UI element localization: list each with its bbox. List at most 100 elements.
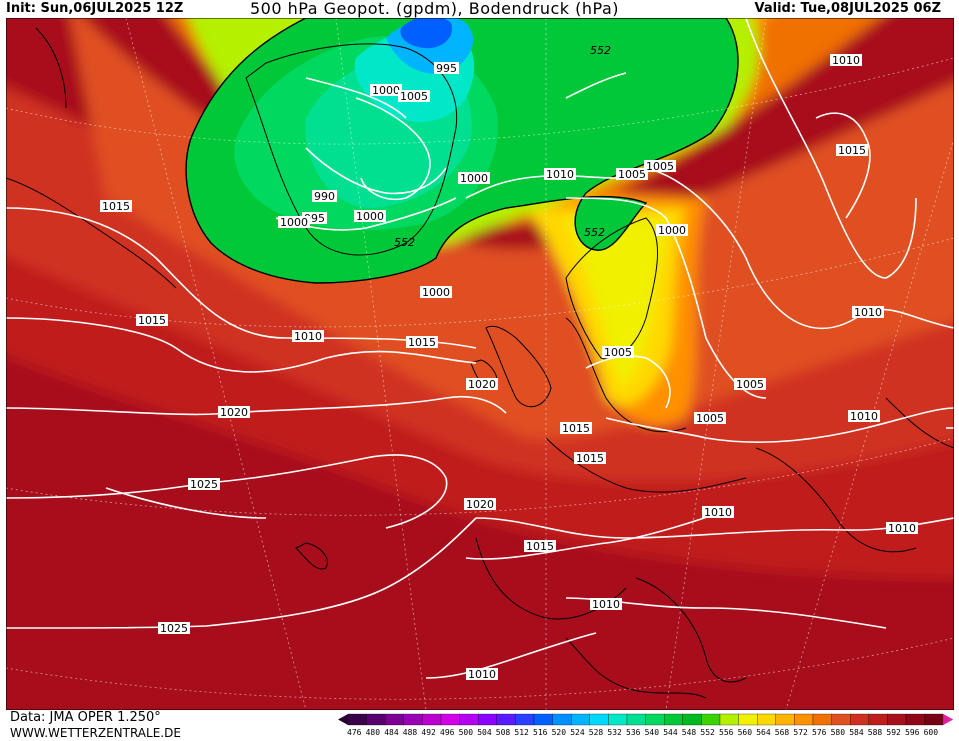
colorbar-swatch [478, 713, 497, 726]
colorbar-tick-label: 536 [626, 728, 641, 737]
colorbar-swatch [422, 713, 442, 726]
colorbar-tick-label: 492 [421, 728, 436, 737]
isobar-label: 1005 [646, 160, 674, 173]
isobar-label: 1015 [408, 336, 436, 349]
colorbar-swatch [738, 713, 758, 726]
colorbar-max-arrow [943, 714, 954, 725]
colorbar-tick-label: 560 [738, 728, 753, 737]
footer: Data: JMA OPER 1.250° WWW.WETTERZENTRALE… [0, 710, 959, 741]
isobar-label: 990 [314, 190, 335, 203]
isobar-label: 1020 [468, 378, 496, 391]
isobar-label: 1005 [604, 346, 632, 359]
colorbar-tick-label: 484 [384, 728, 399, 737]
isobar-label: 1000 [422, 286, 450, 299]
isobar-label: 1010 [546, 168, 574, 181]
isobar-label: 1020 [466, 498, 494, 511]
isobar-label: 1005 [736, 378, 764, 391]
colorbar-swatch [347, 713, 367, 726]
colorbar-tick-label: 592 [886, 728, 901, 737]
isobar-label: 1015 [576, 452, 604, 465]
colorbar-tick-label: 564 [756, 728, 771, 737]
website-credit: WWW.WETTERZENTRALE.DE [10, 726, 181, 740]
colorbar-tick-label: 556 [719, 728, 734, 737]
pressure-labels: 995 1000 1005 1000 990 995 1000 1000 100… [100, 54, 918, 681]
header-bar: Init: Sun,06JUL2025 12Z 500 hPa Geopot. … [0, 0, 959, 20]
isobar-label: 1000 [356, 210, 384, 223]
colorbar-swatch [924, 713, 944, 726]
colorbar-swatch [533, 713, 553, 726]
isobar-label: 1010 [888, 522, 916, 535]
geopot-label: 552 [590, 44, 611, 57]
geopot-label: 552 [394, 236, 415, 249]
isobar-label: 995 [436, 62, 457, 75]
isobar-label: 1020 [220, 406, 248, 419]
isobar-label: 1015 [102, 200, 130, 213]
init-time: Init: Sun,06JUL2025 12Z [6, 1, 184, 16]
colorbar-tick-label: 552 [700, 728, 715, 737]
isobar-label: 1015 [138, 314, 166, 327]
colorbar-tick-label: 528 [589, 728, 604, 737]
colorbar-swatch [552, 713, 572, 726]
isobar-label: 1010 [294, 330, 322, 343]
isobar-label: 1010 [704, 506, 732, 519]
colorbar-tick-label: 600 [924, 728, 939, 737]
colorbar-tick-label: 576 [812, 728, 827, 737]
colorbar-min-arrow [338, 714, 348, 725]
isobar-label: 1000 [658, 224, 686, 237]
geopot-label: 552 [584, 226, 605, 239]
geopotential-labels: 552 552 552 [394, 44, 611, 249]
isobar-label: 1010 [850, 410, 878, 423]
colorbar-swatch [719, 713, 739, 726]
colorbar-swatch [366, 713, 386, 726]
isobar-label: 1010 [592, 598, 620, 611]
colorbar-swatch [887, 713, 907, 726]
weather-map: 552 552 552 995 1000 1005 1000 990 995 1… [6, 18, 954, 710]
colorbar-swatch [868, 713, 888, 726]
colorbar-tick-label: 568 [775, 728, 790, 737]
isobar-label: 1010 [854, 306, 882, 319]
colorbar-swatch [645, 713, 665, 726]
colorbar-swatch [905, 713, 925, 726]
isobar-label: 1010 [832, 54, 860, 67]
colorbar-tick-label: 488 [403, 728, 418, 737]
colorbar-tick-label: 572 [793, 728, 808, 737]
colorbar-tick-label: 580 [831, 728, 846, 737]
colorbar-tick-label: 540 [645, 728, 660, 737]
colorbar-tick-label: 476 [347, 728, 362, 737]
colorbar-tick-label: 496 [440, 728, 455, 737]
colorbar-swatch [626, 713, 646, 726]
colorbar-swatch [664, 713, 683, 726]
colorbar-swatch [440, 713, 460, 726]
isobar-label: 1005 [400, 90, 428, 103]
colorbar-swatch [757, 713, 776, 726]
colorbar-tick-label: 512 [514, 728, 529, 737]
isobar-label: 1025 [160, 622, 188, 635]
isobar-label: 1010 [468, 668, 496, 681]
colorbar: 476 480 484 488 492 496 500 504 508 512 516 520 524 5… [338, 713, 954, 737]
colorbar-swatch [775, 713, 795, 726]
isobars [6, 18, 954, 679]
isobar-label: 1015 [526, 540, 554, 553]
colorbar-swatch [831, 713, 851, 726]
colorbar-tick-label: 548 [682, 728, 697, 737]
colorbar-tick-label: 508 [496, 728, 511, 737]
colorbar-swatch [515, 713, 535, 726]
colorbar-tick-label: 524 [570, 728, 585, 737]
colorbar-tick-label: 516 [533, 728, 548, 737]
colorbar-tick-label: 544 [663, 728, 678, 737]
map-title: 500 hPa Geopot. (gpdm), Bodendruck (hPa) [250, 0, 620, 18]
colorbar-swatch [571, 713, 590, 726]
isobar-label: 1025 [190, 478, 218, 491]
map-canvas: 552 552 552 995 1000 1005 1000 990 995 1… [6, 18, 954, 710]
colorbar-tick-label: 596 [905, 728, 920, 737]
colorbar-swatch [850, 713, 869, 726]
isobar-label: 1015 [562, 422, 590, 435]
colorbar-tick-label: 532 [607, 728, 622, 737]
colorbar-swatch [794, 713, 814, 726]
isobar-label: 1005 [696, 412, 724, 425]
colorbar-swatch [589, 713, 609, 726]
colorbar-swatch [496, 713, 516, 726]
isobar-label: 1000 [372, 84, 400, 97]
colorbar-swatch [701, 713, 721, 726]
colorbar-swatch [682, 713, 702, 726]
